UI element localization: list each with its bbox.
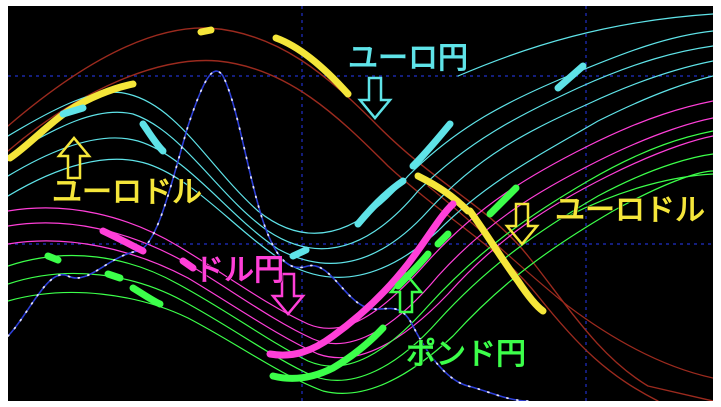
highlight-segments: [8, 26, 587, 382]
eurodollar-highlight-5: [466, 207, 547, 315]
label-euroyen: ユーロ円: [348, 41, 468, 76]
poundyen-band-4: [567, 173, 713, 217]
chart-plot-area: ユーロ円 ユーロドル ユーロドル ドル円 ポンド円: [8, 6, 713, 401]
band-lines: [8, 13, 713, 401]
euroyen-band-2: [8, 45, 713, 250]
eurodollar-right-arrow-down: [504, 202, 540, 246]
poundyen-arrow-up: [388, 272, 424, 314]
dollaryen-arrow-down: [270, 272, 306, 316]
label-dollaryen: ドル円: [194, 253, 284, 288]
poundyen-highlight-6: [434, 230, 452, 248]
euroyen-band-5: [457, 13, 713, 77]
eurodollar-highlight-2: [197, 26, 215, 36]
poundyen-highlight-4: [269, 324, 387, 382]
poundyen-band-2: [8, 153, 713, 381]
poundyen-band-1: [8, 130, 713, 367]
dollaryen-band-3: [8, 135, 713, 359]
label-eurodollar-right: ユーロドル: [555, 193, 705, 228]
poundyen-highlight-7: [486, 184, 520, 218]
poundyen-highlight-5: [394, 250, 432, 290]
eurodollar-highlight-1: [8, 80, 137, 162]
dollaryen-highlight-1: [99, 227, 147, 255]
euroyen-highlight-4: [354, 177, 407, 228]
dollaryen-highlight-2: [179, 257, 197, 272]
poundyen-highlight-1: [44, 252, 62, 264]
euroyen-highlight-6: [554, 62, 587, 92]
euroyen-arrow-down: [357, 76, 393, 120]
eurodollar-highlight-4: [414, 172, 472, 215]
euroyen-highlight-3: [289, 246, 310, 260]
eurodollar-left-arrow-up: [56, 136, 92, 180]
poundyen-band-3: [8, 170, 713, 394]
label-eurodollar-left: ユーロドル: [52, 175, 202, 210]
label-poundyen: ポンド円: [406, 337, 526, 372]
euroyen-highlight-2: [139, 120, 167, 155]
euroyen-band-4: [8, 75, 713, 279]
annotation-arrows: [56, 76, 540, 316]
eurodollar-band-lower: [8, 59, 659, 401]
poundyen-highlight-2: [104, 270, 124, 282]
dollaryen-highlight-3: [266, 200, 457, 359]
price-line-dots: [8, 70, 529, 401]
euroyen-band-3: [8, 60, 713, 265]
eurodollar-band-extra: [427, 185, 713, 379]
eurodollar-highlight-3: [272, 34, 352, 98]
euroyen-highlight-1: [59, 104, 87, 118]
poundyen-highlight-3: [129, 284, 164, 308]
euroyen-highlight-5: [409, 120, 454, 170]
